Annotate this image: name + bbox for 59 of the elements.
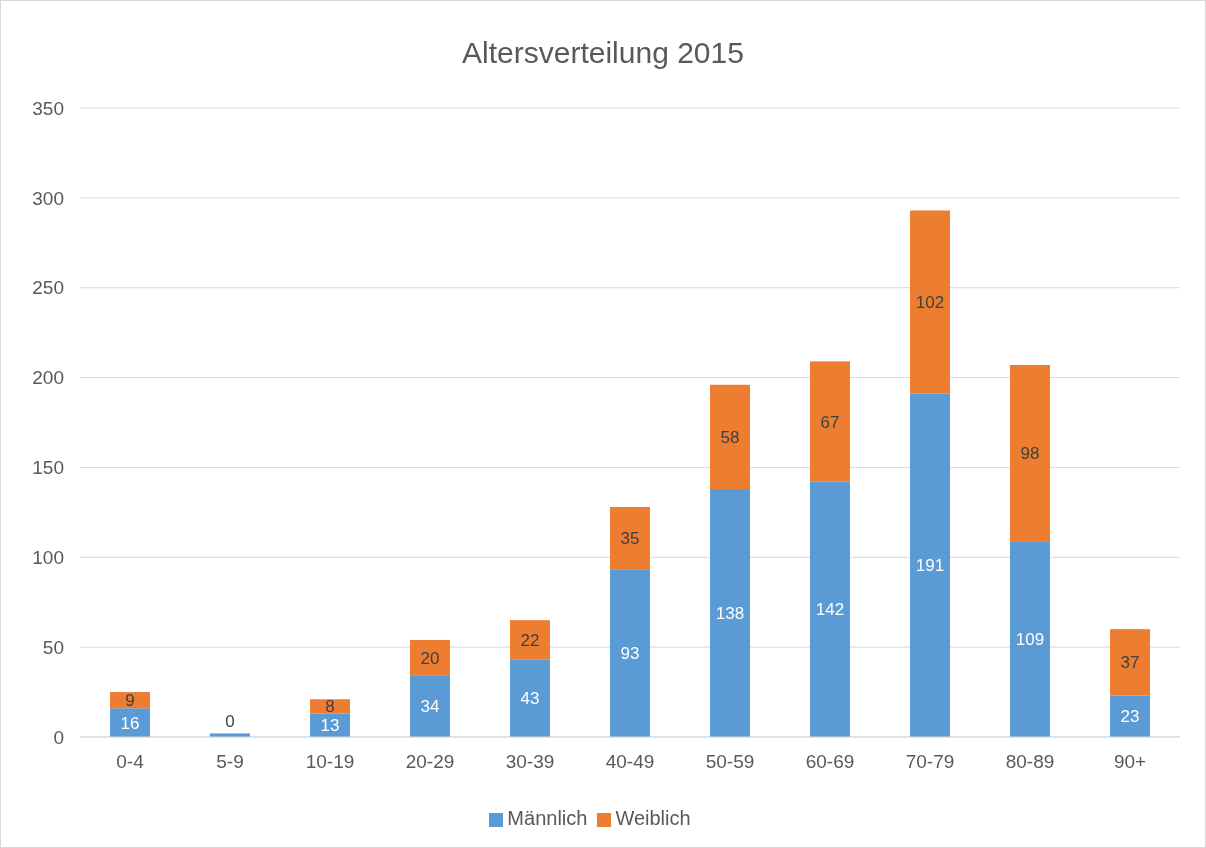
x-tick-label: 30-39 — [505, 751, 555, 773]
data-label: 35 — [620, 529, 640, 549]
y-tick-label: 0 — [53, 726, 64, 748]
data-label: 43 — [520, 689, 540, 709]
data-label: 16 — [120, 713, 140, 733]
data-label: 138 — [715, 604, 745, 623]
data-label: 58 — [720, 427, 740, 447]
bar — [810, 481, 850, 737]
bar — [410, 675, 450, 737]
data-label: 67 — [820, 412, 840, 432]
x-tick-label: 70-79 — [905, 751, 955, 773]
data-label: 20 — [420, 648, 440, 668]
data-label: 8 — [325, 697, 335, 717]
data-label: 109 — [1015, 630, 1045, 650]
data-label: 0 — [225, 712, 235, 732]
data-label: 93 — [620, 644, 640, 664]
bar — [310, 699, 350, 714]
x-tick-label: 20-29 — [405, 751, 455, 773]
bar — [1010, 541, 1050, 737]
bar — [710, 384, 750, 489]
data-label: 142 — [815, 600, 845, 620]
chart-title: Altersverteilung 2015 — [461, 36, 745, 70]
data-label: 102 — [915, 293, 945, 313]
y-tick-label: 100 — [32, 547, 64, 569]
data-label: 191 — [915, 556, 945, 576]
x-tick-label: 0-4 — [116, 751, 145, 773]
bar — [910, 393, 950, 737]
bar — [1110, 629, 1150, 696]
bar — [710, 488, 750, 737]
data-label: 37 — [1120, 653, 1140, 673]
y-tick-label: 250 — [32, 277, 64, 299]
x-tick-label: 80-89 — [1005, 751, 1055, 773]
data-label: 34 — [420, 697, 440, 717]
y-tick-label: 350 — [32, 97, 64, 119]
bar — [610, 506, 650, 570]
x-tick-label: 5-9 — [216, 751, 244, 773]
data-label: 22 — [520, 630, 540, 650]
bar — [610, 569, 650, 737]
bar — [910, 210, 950, 394]
x-tick-label: 60-69 — [805, 751, 855, 773]
data-label: 9 — [125, 691, 135, 711]
x-tick-label: 40-49 — [605, 751, 655, 773]
bar — [810, 361, 850, 482]
bar — [410, 639, 450, 676]
x-tick-label: 10-19 — [305, 751, 355, 773]
legend-label: Weiblich — [615, 807, 691, 829]
data-label: 23 — [1120, 707, 1140, 727]
x-tick-label: 90+ — [1113, 751, 1147, 773]
y-tick-label: 200 — [32, 367, 64, 389]
bar — [1010, 364, 1050, 542]
y-tick-label: 300 — [32, 187, 64, 209]
data-label: 98 — [1020, 444, 1040, 464]
legend-label: Männlich — [507, 807, 588, 829]
y-tick-label: 150 — [32, 457, 64, 479]
bar — [510, 659, 550, 737]
bar — [510, 620, 550, 660]
y-tick-label: 50 — [42, 636, 64, 658]
data-label: 13 — [320, 716, 340, 736]
x-tick-label: 50-59 — [705, 751, 755, 773]
